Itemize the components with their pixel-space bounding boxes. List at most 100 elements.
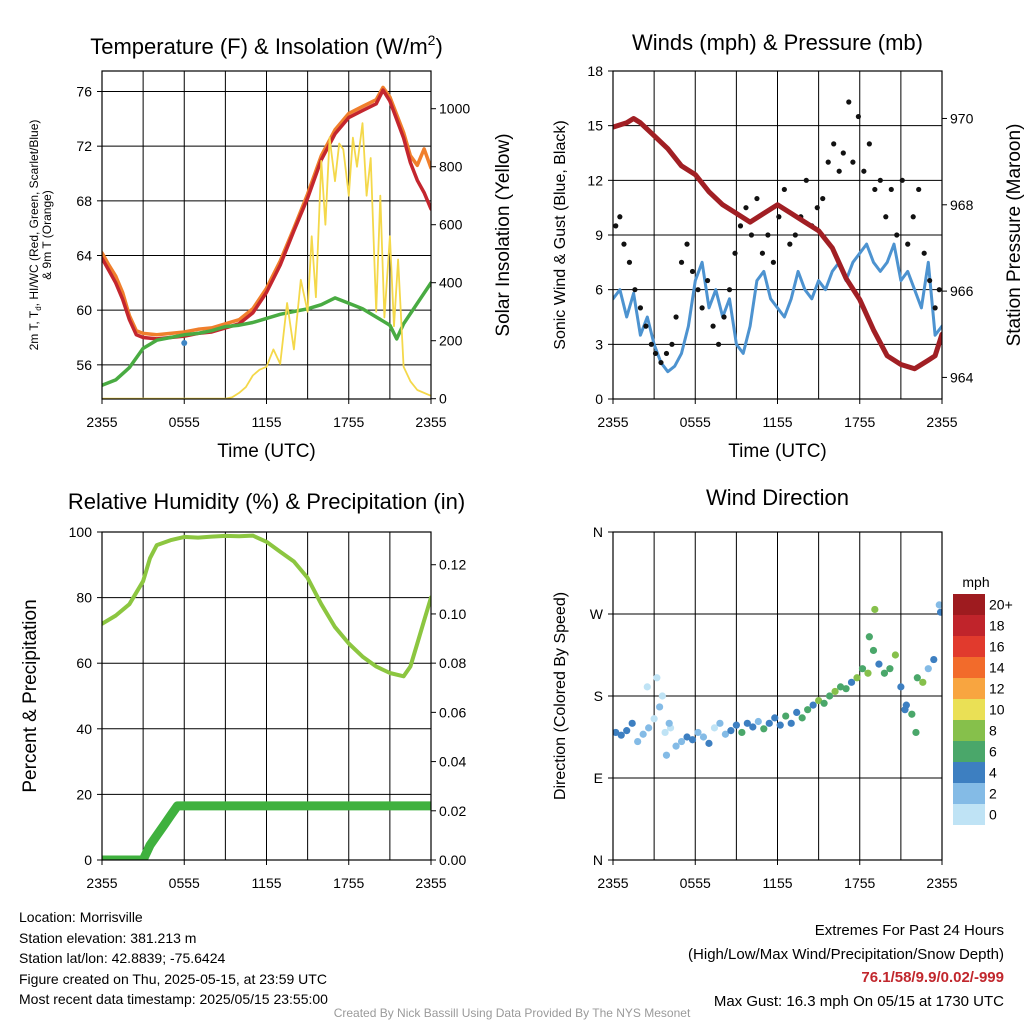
legend-label: 8 bbox=[989, 723, 997, 739]
y2-tick-label: 600 bbox=[439, 217, 463, 233]
gust-point bbox=[927, 277, 933, 284]
series-line-solar-insolation bbox=[102, 122, 431, 399]
extremes-values: 76.1/58/9.9/0.02/-999 bbox=[861, 969, 1004, 986]
wind-direction-point bbox=[897, 683, 905, 691]
legend-swatch bbox=[953, 720, 985, 741]
gust-point bbox=[776, 214, 782, 220]
plot-area bbox=[102, 533, 431, 860]
panel-humidity: 2355 0555 1155 1755 2355 0 20 40 60 80 100 0.00 0.02… bbox=[20, 489, 466, 891]
wind-direction-point bbox=[710, 724, 719, 732]
elevation-text: Station elevation: 381.213 m bbox=[19, 929, 197, 946]
y2-tick-label: 970 bbox=[950, 110, 974, 126]
x-tick-label: 2355 bbox=[415, 875, 446, 891]
plot-frame bbox=[101, 70, 432, 400]
y2-tick-label: 966 bbox=[950, 283, 974, 299]
gust-point bbox=[866, 141, 872, 147]
wind-direction-point bbox=[732, 721, 740, 729]
wind-direction-point bbox=[836, 683, 845, 691]
x-tick-label: 2355 bbox=[415, 414, 446, 430]
y-axis-label: 2m T, Td, HI/WC (Red, Green, Scarlet/Blu… bbox=[27, 120, 54, 351]
panel-wind_direction: 2355 0555 1155 1755 2355 N E S W N Wind Direction D… bbox=[552, 485, 1013, 891]
wind-direction-point bbox=[815, 696, 823, 705]
wind-direction-point bbox=[623, 727, 631, 735]
wind-direction-point bbox=[858, 665, 867, 673]
x-tick-label: 1755 bbox=[844, 414, 875, 430]
max-gust-text: Max Gust: 16.3 mph On 05/15 at 1730 UTC bbox=[713, 992, 1004, 1010]
chart-title-end: ) bbox=[435, 34, 442, 59]
y-tick-label: 20 bbox=[76, 786, 92, 802]
gust-point bbox=[695, 287, 701, 293]
legend-label: 4 bbox=[989, 765, 997, 781]
wind-direction-point bbox=[688, 736, 697, 744]
gust-point bbox=[850, 159, 856, 165]
wind-direction-point bbox=[937, 608, 942, 616]
y-tick-label: 3 bbox=[595, 336, 603, 352]
gust-point bbox=[759, 250, 766, 256]
x-tick-label: 2355 bbox=[597, 414, 628, 430]
x-tick-label: 1155 bbox=[762, 414, 792, 430]
gust-point bbox=[726, 287, 733, 293]
y-tick-label: E bbox=[594, 770, 603, 786]
wind-direction-point bbox=[771, 714, 779, 722]
wind-direction-point bbox=[694, 728, 702, 737]
gust-point bbox=[689, 268, 696, 275]
y-tick-label: 18 bbox=[587, 63, 603, 79]
y-tick-label: 64 bbox=[76, 248, 92, 264]
gust-point bbox=[872, 186, 878, 193]
wind-direction-point bbox=[935, 601, 942, 609]
gust-point bbox=[814, 205, 820, 211]
gust-point bbox=[831, 141, 837, 147]
series-line-2m-t bbox=[102, 88, 431, 341]
y2-tick-label: 0.10 bbox=[439, 606, 466, 622]
gust-point bbox=[743, 205, 749, 211]
y-tick-label: 60 bbox=[76, 655, 92, 671]
wind-direction-point bbox=[617, 731, 625, 739]
gust-point bbox=[836, 168, 842, 174]
wind-direction-point bbox=[880, 669, 889, 677]
wind-direction-point bbox=[804, 706, 812, 714]
panel-temperature: 2355 0555 1155 1755 2355 56 60 64 68 72 76 0 200 400 6… bbox=[27, 32, 514, 462]
x-tick-label: 1755 bbox=[333, 414, 364, 430]
series-point bbox=[181, 339, 188, 346]
x-tick-label: 2355 bbox=[926, 875, 957, 891]
y-tick-label: 9 bbox=[595, 227, 603, 243]
extremes-info: Extremes For Past 24 Hours (High/Low/Max… bbox=[688, 919, 1004, 1013]
gust-point bbox=[699, 305, 705, 311]
y2-tick-label: 0 bbox=[439, 391, 447, 407]
recent-data-text: Most recent data timestamp: 2025/05/15 2… bbox=[19, 991, 328, 1007]
extremes-title: Extremes For Past 24 Hours bbox=[814, 922, 1004, 939]
x-tick-label: 2355 bbox=[86, 875, 117, 891]
wind-direction-point bbox=[809, 701, 817, 709]
gust-point bbox=[825, 159, 831, 165]
x-tick-label: 2355 bbox=[86, 414, 117, 430]
wind-direction-point bbox=[653, 674, 661, 682]
wind-direction-point bbox=[650, 715, 658, 723]
gust-point bbox=[626, 259, 633, 265]
gust-point bbox=[658, 359, 664, 366]
legend-swatch bbox=[953, 636, 985, 657]
wind-direction-point bbox=[820, 699, 828, 707]
gust-point bbox=[855, 113, 861, 120]
wind-direction-point bbox=[793, 708, 801, 717]
plot-area bbox=[102, 85, 431, 399]
wind-direction-point bbox=[645, 724, 653, 732]
legend-label: 16 bbox=[989, 639, 1005, 655]
series-line-relative-humidity bbox=[102, 533, 431, 679]
series-line-station-pressure bbox=[613, 116, 942, 372]
gust-point bbox=[617, 214, 623, 220]
y-tick-label: 60 bbox=[76, 302, 92, 318]
extremes-description: (High/Low/Max Wind/Precipitation/Snow De… bbox=[688, 945, 1004, 963]
gust-point bbox=[721, 314, 727, 320]
y-axis-label: Direction (Colored By Speed) bbox=[552, 592, 569, 800]
y-tick-label: 6 bbox=[595, 282, 603, 298]
y-tick-label: 80 bbox=[76, 590, 92, 606]
x-tick-label: 2355 bbox=[597, 875, 628, 891]
latlon-text: Station lat/lon: 42.8839; -75.6424 bbox=[19, 950, 226, 966]
plot-area bbox=[613, 99, 942, 374]
gust-point bbox=[765, 232, 771, 238]
chart-title-sup: 2 bbox=[428, 32, 436, 48]
wind-direction-point bbox=[886, 665, 894, 673]
gust-point bbox=[861, 168, 867, 174]
gust-point bbox=[899, 177, 905, 183]
y2-tick-label: 1000 bbox=[439, 101, 470, 117]
